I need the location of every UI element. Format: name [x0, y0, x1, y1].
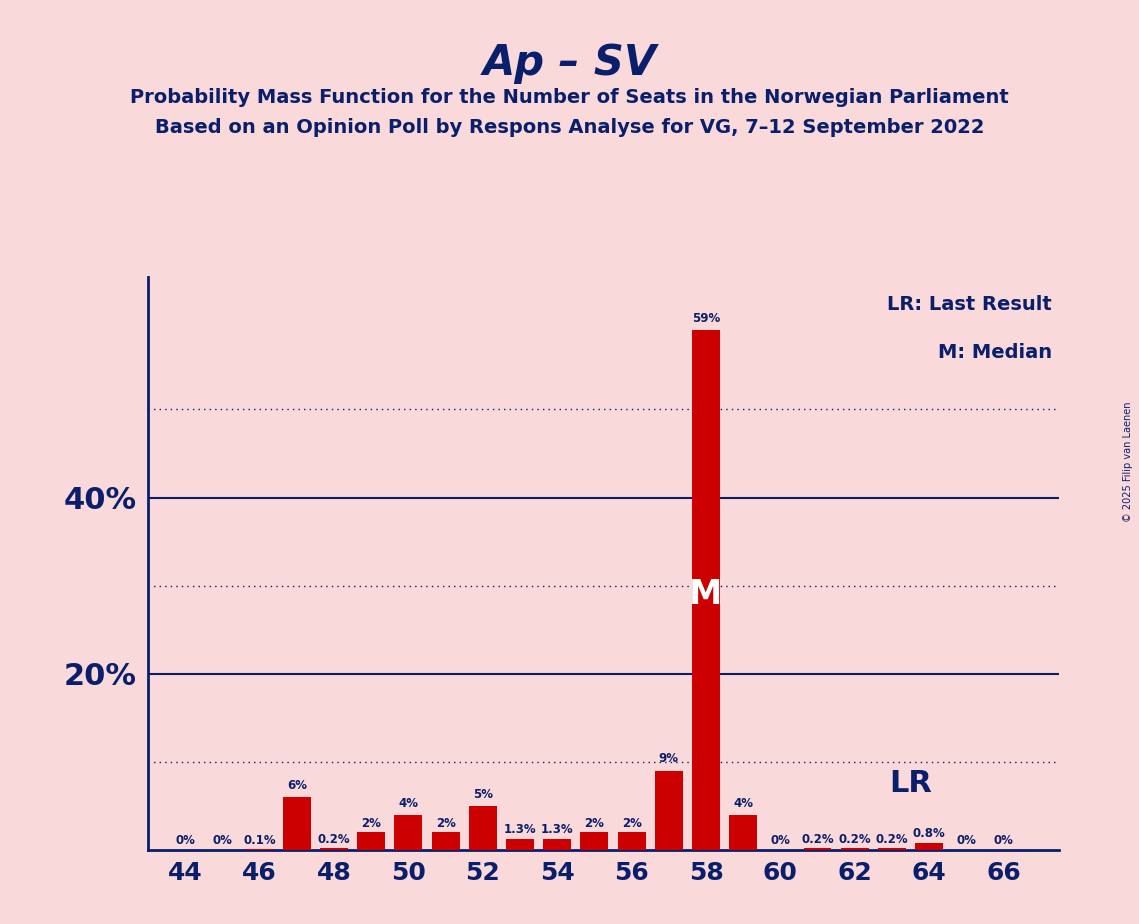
Bar	[804, 848, 831, 850]
Bar	[693, 330, 720, 850]
Text: 0%: 0%	[175, 834, 195, 847]
Bar	[358, 833, 385, 850]
Bar	[841, 848, 869, 850]
Text: 5%: 5%	[473, 788, 493, 801]
Text: LR: Last Result: LR: Last Result	[887, 295, 1051, 314]
Text: M: M	[689, 578, 722, 611]
Text: 2%: 2%	[435, 817, 456, 830]
Text: 0.2%: 0.2%	[838, 833, 871, 845]
Text: 0.2%: 0.2%	[801, 833, 834, 845]
Text: 4%: 4%	[734, 796, 753, 809]
Text: LR: LR	[890, 770, 932, 798]
Bar	[282, 797, 311, 850]
Text: 9%: 9%	[658, 752, 679, 765]
Bar	[432, 833, 459, 850]
Bar	[469, 806, 497, 850]
Text: Probability Mass Function for the Number of Seats in the Norwegian Parliament: Probability Mass Function for the Number…	[130, 88, 1009, 107]
Bar	[581, 833, 608, 850]
Text: 0%: 0%	[213, 834, 232, 847]
Bar	[394, 815, 423, 850]
Text: 59%: 59%	[691, 311, 720, 325]
Text: © 2025 Filip van Laenen: © 2025 Filip van Laenen	[1123, 402, 1133, 522]
Text: 0.2%: 0.2%	[876, 833, 908, 845]
Bar	[543, 839, 571, 850]
Text: M: Median: M: Median	[937, 344, 1051, 362]
Text: 0%: 0%	[957, 834, 976, 847]
Text: 2%: 2%	[622, 817, 641, 830]
Text: 0.8%: 0.8%	[912, 827, 945, 841]
Text: 6%: 6%	[287, 779, 306, 792]
Text: 0%: 0%	[770, 834, 790, 847]
Text: 4%: 4%	[399, 796, 418, 809]
Text: 2%: 2%	[584, 817, 605, 830]
Bar	[655, 771, 682, 850]
Text: 0.2%: 0.2%	[318, 833, 351, 845]
Text: 2%: 2%	[361, 817, 382, 830]
Bar	[617, 833, 646, 850]
Bar	[878, 848, 906, 850]
Bar	[320, 848, 349, 850]
Bar	[506, 839, 534, 850]
Text: 1.3%: 1.3%	[503, 823, 536, 836]
Text: Based on an Opinion Poll by Respons Analyse for VG, 7–12 September 2022: Based on an Opinion Poll by Respons Anal…	[155, 118, 984, 138]
Text: 1.3%: 1.3%	[541, 823, 574, 836]
Text: Ap – SV: Ap – SV	[483, 42, 656, 83]
Bar	[915, 843, 943, 850]
Bar	[729, 815, 757, 850]
Text: 0.1%: 0.1%	[244, 833, 276, 846]
Text: 0%: 0%	[993, 834, 1014, 847]
